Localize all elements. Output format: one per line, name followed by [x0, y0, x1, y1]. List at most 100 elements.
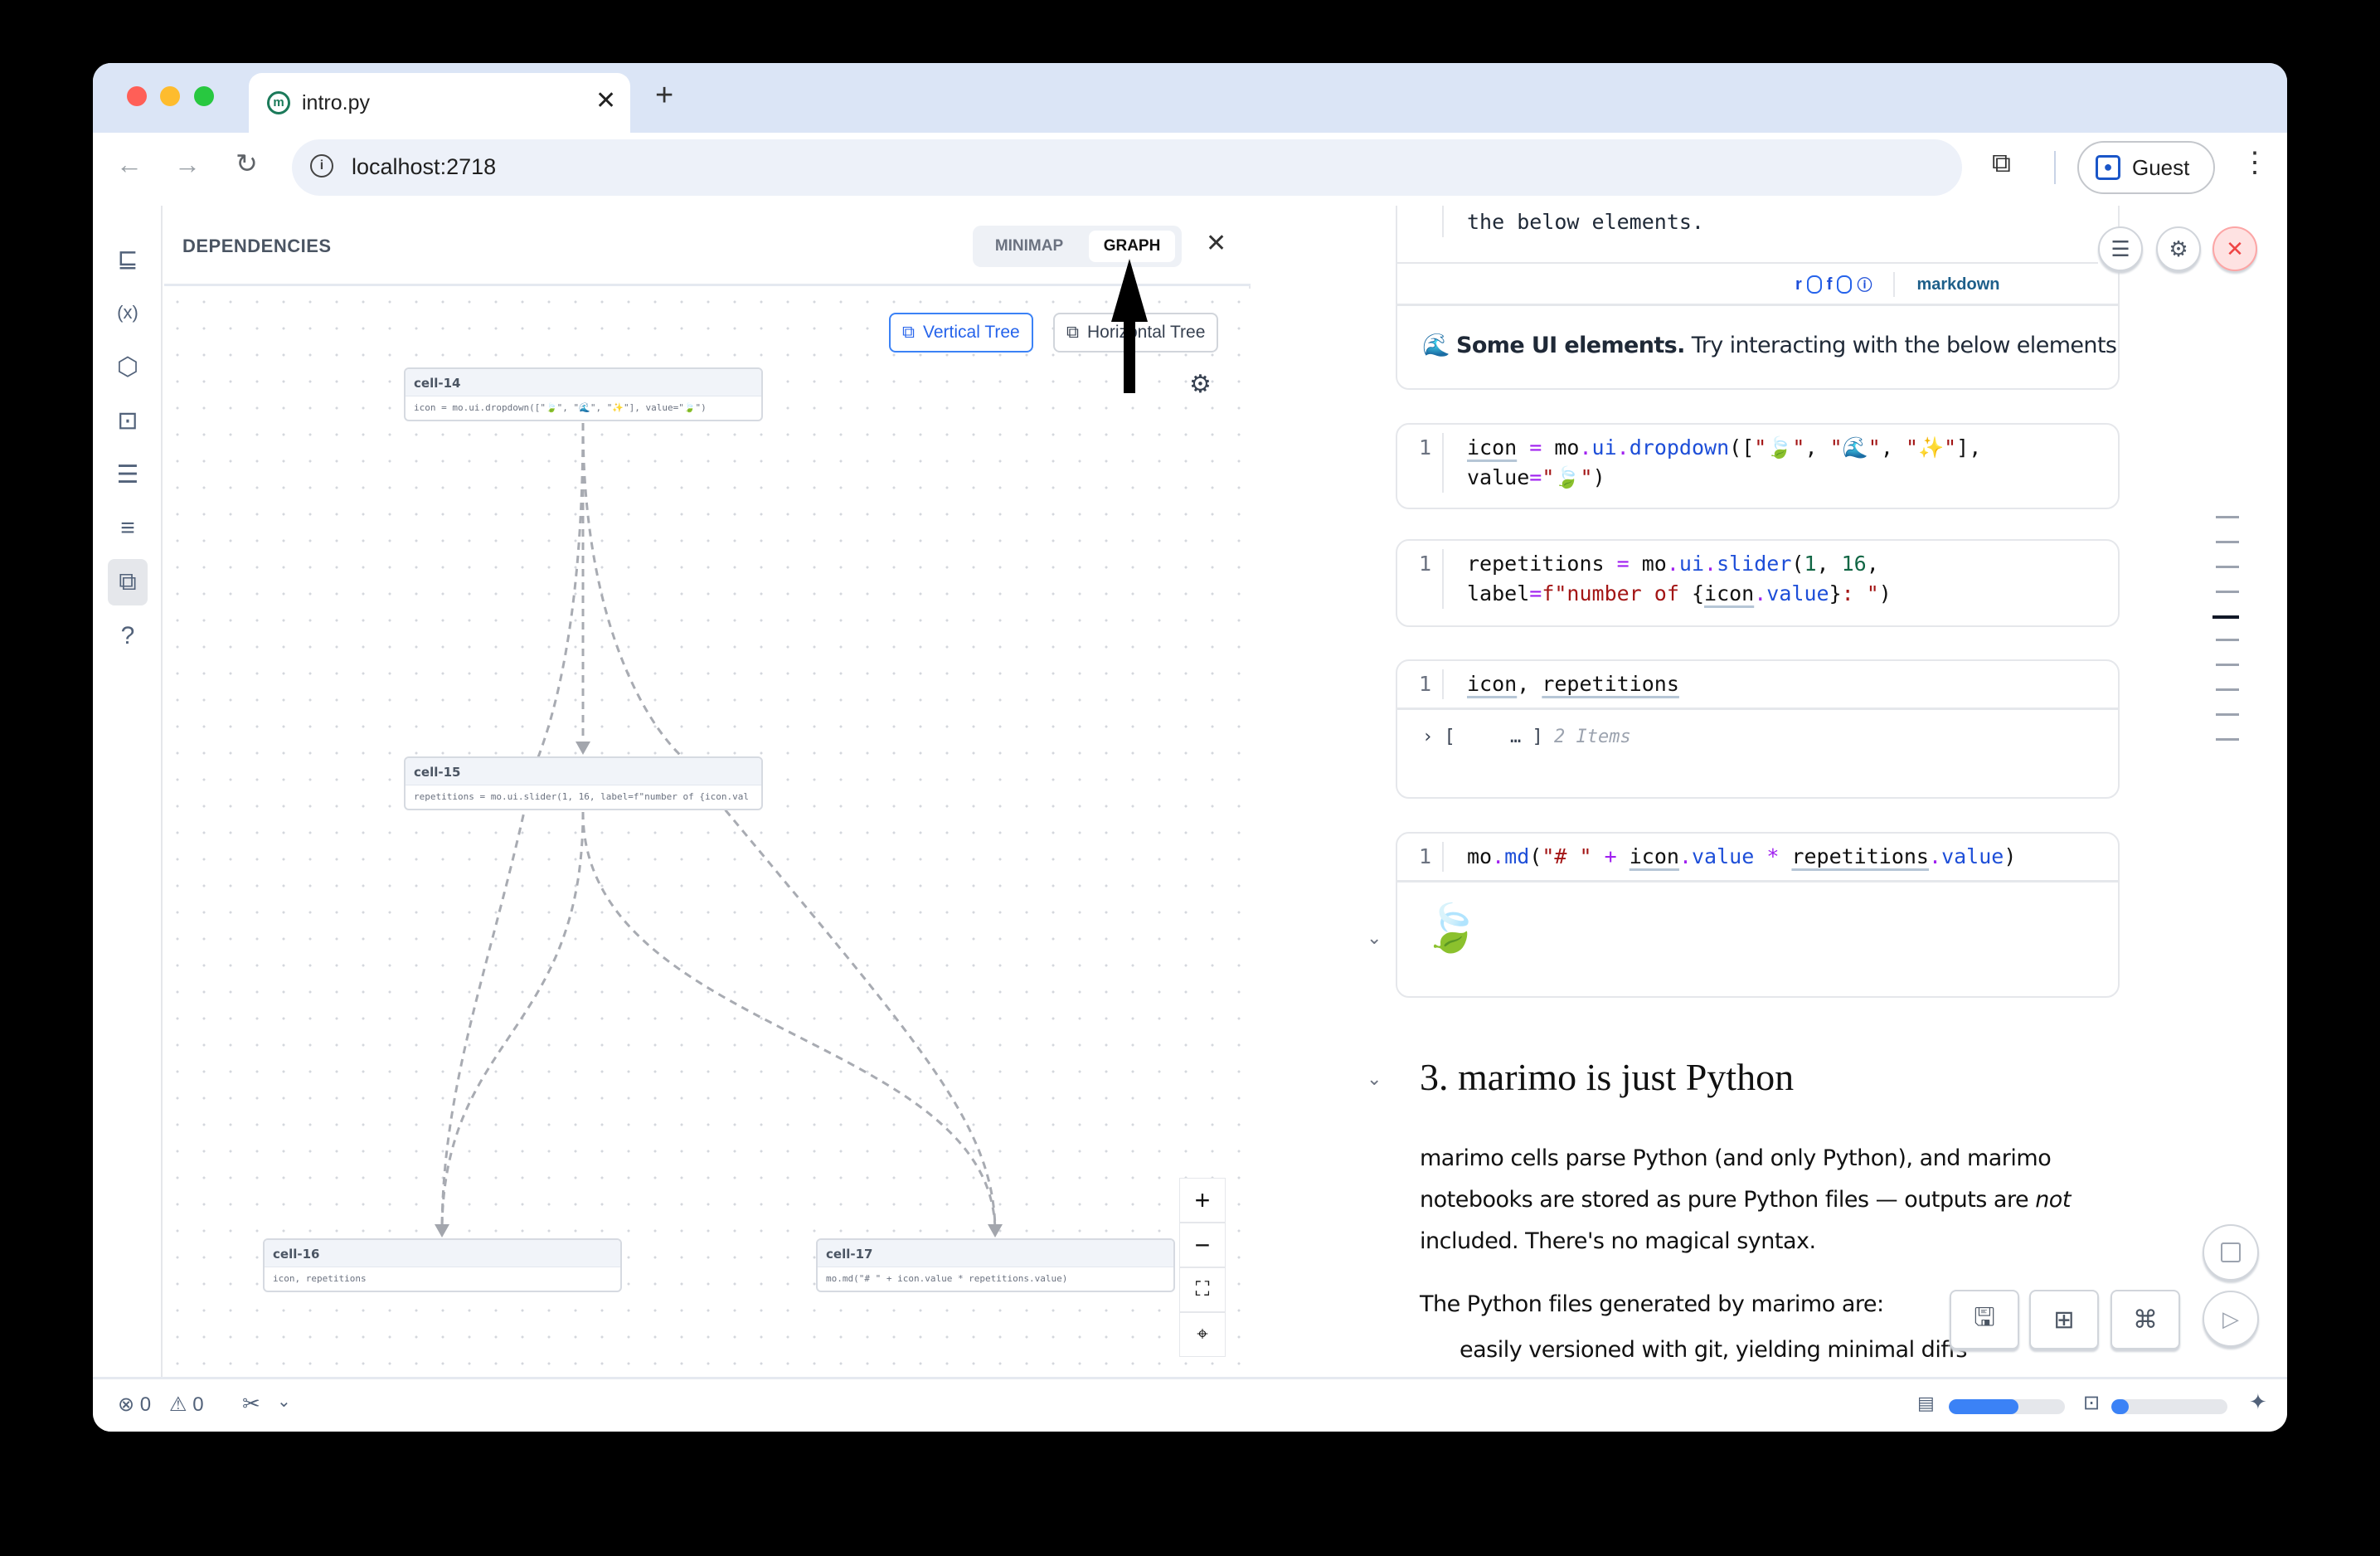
close-tab-icon[interactable]: ✕	[595, 87, 617, 114]
layout-button[interactable]: ⊞	[2029, 1290, 2099, 1349]
markdown-output: 🌊 Some UI elements. Try interacting with…	[1422, 332, 2120, 358]
dependencies-icon[interactable]: ⧉	[108, 559, 148, 605]
code-token: (	[1791, 552, 1804, 576]
logs-icon[interactable]: ☰	[116, 460, 139, 489]
divider	[1397, 304, 2118, 306]
variables-icon[interactable]: (x)	[117, 302, 138, 323]
info-icon[interactable]: ⓘ	[1857, 277, 1872, 294]
close-window-button[interactable]	[127, 86, 147, 106]
minimize-window-button[interactable]	[160, 86, 180, 106]
errors-indicator[interactable]: ⊗ 0	[118, 1393, 152, 1416]
zoom-out-button[interactable]: −	[1179, 1223, 1226, 1267]
node-code: icon, repetitions	[273, 1273, 367, 1284]
cpu-usage-bar	[2111, 1399, 2227, 1414]
outline-search-icon[interactable]: ≡	[120, 514, 135, 542]
code-token: )	[1878, 581, 1892, 605]
site-info-icon[interactable]: i	[310, 154, 333, 177]
minimap-cell-marker[interactable]	[2216, 738, 2239, 741]
edge-arrowhead	[576, 742, 590, 755]
menu-button[interactable]: ☰	[2098, 226, 2143, 271]
minimap-cell-marker[interactable]	[2216, 639, 2239, 641]
code-editor[interactable]: 1 mo.md("# " + icon.value * repetitions.v…	[1397, 834, 2118, 880]
graph-node-cell-15[interactable]: cell-15 repetitions = mo.ui.slider(1, 16,…	[404, 756, 763, 810]
minimap-cell-marker[interactable]	[2216, 664, 2239, 666]
close-panel-icon[interactable]: ✕	[1206, 230, 1227, 257]
code-token: ,	[1816, 552, 1842, 576]
code-token: )	[1592, 465, 1605, 489]
code-cell[interactable]: 1 icon, repetitions › [ … ] 2 Items	[1396, 659, 2120, 799]
code-token: .	[1754, 581, 1767, 605]
browser-tab[interactable]: m intro.py ✕	[249, 73, 630, 133]
horizontal-tree-icon: ⧉	[1066, 323, 1079, 342]
app-content: ⊑ (x) ⬡ ⊡ ☰ ≡ ⧉? DEPENDENCIES MINIMAP GRAPH ✕	[93, 206, 2287, 1432]
shutdown-button[interactable]: ✕	[2212, 226, 2257, 271]
code-token: ],	[1956, 435, 1982, 460]
reload-icon[interactable]: ↻	[236, 148, 258, 178]
profile-button[interactable]: ● Guest	[2077, 141, 2215, 194]
command-palette-button[interactable]: ⌘	[2110, 1290, 2180, 1349]
ai-sparkle-icon[interactable]: ✦	[2249, 1389, 2267, 1414]
code-token: mo	[1467, 844, 1493, 868]
fit-view-icon[interactable]: ⛶	[1179, 1267, 1226, 1312]
zoom-in-button[interactable]: +	[1179, 1178, 1226, 1223]
new-tab-button[interactable]: +	[655, 78, 674, 113]
output-tree[interactable]: › [ … ] 2 Items	[1397, 707, 2118, 747]
packages-icon[interactable]: ⬡	[116, 353, 139, 381]
minimap-cell-marker[interactable]	[2216, 688, 2239, 691]
graph-node-cell-14[interactable]: cell-14 icon = mo.ui.dropdown(["🍃", "🌊", …	[404, 367, 763, 421]
tab-graph[interactable]: GRAPH	[1089, 231, 1175, 262]
tab-minimap[interactable]: MINIMAP	[994, 237, 1064, 255]
code-editor[interactable]: 1 icon = mo.ui.dropdown(["🍃", "🌊", "✨"], …	[1397, 425, 2118, 501]
help-icon[interactable]: ?	[120, 622, 135, 649]
more-menu-icon[interactable]: ⋮	[2241, 147, 2269, 178]
divider	[1893, 272, 1896, 297]
code-token: dropdown	[1629, 435, 1730, 460]
node-label: cell-16	[265, 1240, 620, 1267]
graph-settings-icon[interactable]: ⚙	[1189, 371, 1212, 398]
collapse-section-chevron-icon[interactable]: ⌄	[1367, 1068, 1382, 1089]
minimap-cell-marker[interactable]	[2216, 713, 2239, 716]
code-cell[interactable]: 1 repetitions = mo.ui.slider(1, 16, label…	[1396, 539, 2120, 627]
stop-button[interactable]	[2203, 1224, 2259, 1281]
ai-assistant-icon[interactable]: ⊡	[117, 406, 138, 435]
node-label: cell-14	[406, 369, 761, 396]
line-number: 1	[1419, 435, 1432, 460]
save-button[interactable]: 🖫	[1950, 1290, 2019, 1349]
reactive-toggle[interactable]	[1806, 275, 1822, 294]
chevron-down-icon[interactable]: ⌄	[277, 1393, 291, 1411]
minimap-cell-marker[interactable]	[2216, 516, 2239, 518]
settings-button[interactable]: ⚙	[2156, 226, 2201, 271]
minimap-cell-marker[interactable]	[2216, 591, 2239, 593]
pin-off-icon[interactable]: ✂	[242, 1391, 260, 1416]
minimap-cell-marker[interactable]	[2216, 541, 2239, 543]
code-editor[interactable]: 1 repetitions = mo.ui.slider(1, 16, label…	[1397, 541, 2118, 617]
error-count: 0	[139, 1393, 152, 1416]
minimap-cell-marker[interactable]	[2216, 566, 2239, 568]
markdown-cell[interactable]: 1 the below elements. r f ⓘ markdown 🌊 So…	[1396, 206, 2120, 390]
code-token: icon	[1467, 672, 1518, 696]
minimap-cell-marker[interactable]	[2212, 615, 2239, 619]
cell-type-label[interactable]: markdown	[1916, 275, 2000, 294]
vertical-tree-button[interactable]: ⧉ Vertical Tree	[889, 313, 1033, 353]
cast-search-icon[interactable]: ⧉	[1992, 148, 2011, 177]
maximize-window-button[interactable]	[194, 86, 214, 106]
graph-node-cell-16[interactable]: cell-16 icon, repetitions	[263, 1238, 622, 1292]
code-token: 1	[1804, 552, 1817, 576]
back-icon[interactable]: ←	[116, 149, 143, 179]
code-token: =	[1529, 465, 1542, 489]
code-cell[interactable]: 1 icon = mo.ui.dropdown(["🍃", "🌊", "✨"], …	[1396, 423, 2120, 509]
run-button[interactable]: ▷	[2203, 1291, 2259, 1347]
format-toggle[interactable]	[1837, 275, 1853, 294]
code-token: : "	[1841, 581, 1879, 605]
forward-icon[interactable]: →	[174, 149, 201, 179]
graph-canvas[interactable]: ⧉ Vertical Tree ⧉ Horizontal Tree ⚙ cell-1…	[164, 259, 1251, 1377]
warnings-indicator[interactable]: ⚠ 0	[169, 1393, 204, 1416]
code-cell[interactable]: 1 mo.md("# " + icon.value * repetitions.v…	[1396, 832, 2120, 998]
output-text: Try interacting with the below elements.	[1684, 333, 2120, 358]
locate-icon[interactable]: ⌖	[1179, 1312, 1226, 1357]
code-editor[interactable]: 1 icon, repetitions	[1397, 661, 2118, 707]
graph-node-cell-17[interactable]: cell-17 mo.md("# " + icon.value * repetit…	[816, 1238, 1175, 1292]
file-explorer-icon[interactable]: ⊑	[117, 245, 138, 273]
collapse-output-chevron-icon[interactable]: ⌄	[1367, 927, 1382, 948]
address-bar[interactable]: i localhost:2718	[292, 139, 1962, 196]
